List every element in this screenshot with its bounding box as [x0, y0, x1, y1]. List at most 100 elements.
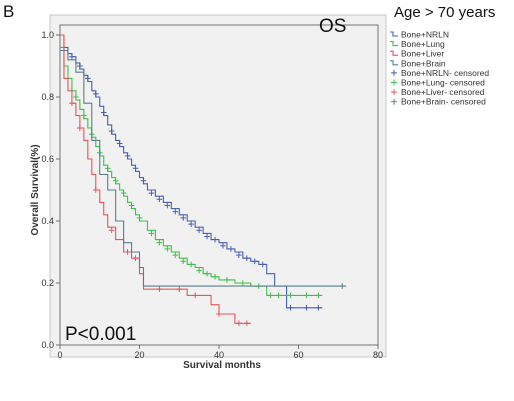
- censor-mark-bone-lung: [128, 202, 135, 209]
- censor-mark-bone-nrln: [259, 261, 266, 268]
- y-tick-label: 0.0: [41, 340, 54, 350]
- censor-mark-bone-lung: [81, 112, 87, 119]
- censor-mark-bone-lung: [196, 267, 202, 274]
- censor-mark-bone-liver: [124, 249, 131, 255]
- censor-mark-bone-liver: [156, 286, 163, 292]
- censor-mark-bone-liver: [244, 320, 250, 327]
- censor-mark-bone-nrln: [140, 177, 147, 184]
- legend-label: Bone+Brain- censored: [401, 97, 486, 107]
- panel-letter: B: [3, 2, 14, 21]
- age-subtitle: Age > 70 years: [394, 4, 495, 21]
- series-line-bone-liver: [60, 34, 251, 324]
- y-tick-label: 0.4: [41, 216, 54, 226]
- censor-mark-bone-nrln: [116, 140, 123, 147]
- censor-mark-bone-lung: [172, 252, 179, 258]
- x-tick-label: 20: [134, 350, 144, 360]
- series-layer: [60, 34, 347, 327]
- censor-mark-bone-nrln: [188, 221, 194, 227]
- censor-mark-bone-nrln: [204, 233, 210, 240]
- censor-mark-bone-nrln: [156, 196, 163, 203]
- censor-mark-bone-lung: [180, 258, 187, 265]
- censor-mark-bone-lung: [156, 239, 163, 246]
- censor-mark-bone-nrln: [244, 255, 250, 261]
- legend: Bone+NRLNBone+LungBone+LiverBone+BrainBo…: [390, 30, 489, 107]
- censor-mark-bone-lung: [204, 270, 210, 277]
- p-value: P<0.001: [65, 324, 136, 345]
- censor-mark-bone-lung: [224, 277, 230, 283]
- legend-label: Bone+Liver: [401, 49, 444, 59]
- censor-mark-bone-nrln: [180, 215, 187, 221]
- censor-mark-bone-lung: [120, 190, 127, 196]
- censor-mark-bone-nrln: [220, 243, 226, 249]
- censor-mark-bone-nrln: [69, 53, 75, 60]
- censor-mark-bone-nrln: [172, 208, 179, 215]
- legend-item: Bone+Brain: [390, 58, 446, 68]
- censor-mark-bone-nrln: [315, 305, 322, 311]
- censor-mark-bone-lung: [267, 292, 274, 299]
- censor-mark-bone-nrln: [108, 128, 115, 134]
- legend-line-swatch: [390, 41, 398, 47]
- os-label: OS: [319, 16, 346, 37]
- censor-mark-bone-nrln: [251, 258, 258, 265]
- legend-item: Bone+Liver: [390, 49, 444, 59]
- censor-mark-bone-nrln: [77, 63, 83, 69]
- censor-mark-bone-lung: [240, 280, 246, 286]
- censor-mark-bone-nrln: [164, 202, 171, 209]
- legend-label: Bone+NRLN: [401, 30, 449, 40]
- censor-mark-bone-liver: [192, 292, 198, 299]
- legend-label: Bone+Brain: [401, 58, 446, 68]
- censor-mark-bone-nrln: [236, 252, 242, 258]
- legend-item: Bone+Liver- censored: [391, 87, 485, 97]
- censor-mark-bone-lung: [303, 292, 310, 299]
- censor-mark-bone-lung: [73, 94, 79, 100]
- legend-line-swatch: [390, 60, 398, 66]
- x-axis-title: Survival months: [183, 360, 261, 371]
- censor-mark-bone-lung: [148, 230, 155, 237]
- y-axis: 0.0 0.2 0.4 0.6 0.8 1.0: [41, 30, 60, 350]
- x-tick-label: 60: [293, 350, 303, 360]
- censor-mark-bone-nrln: [132, 165, 139, 172]
- censor-mark-bone-nrln: [85, 75, 91, 82]
- y-tick-label: 0.8: [41, 92, 54, 102]
- x-tick-label: 80: [373, 350, 383, 360]
- legend-item: Bone+Lung- censored: [391, 78, 485, 88]
- x-axis: 0 20 40 60 80: [57, 345, 383, 360]
- censor-mark-bone-nrln: [287, 305, 294, 311]
- censor-mark-bone-nrln: [148, 190, 155, 196]
- censor-mark-bone-liver: [108, 227, 115, 234]
- y-tick-label: 0.6: [41, 154, 54, 164]
- legend-line-swatch: [390, 31, 398, 37]
- censor-mark-bone-lung: [104, 165, 111, 172]
- censor-mark-bone-nrln: [212, 236, 218, 243]
- censor-mark-bone-lung: [188, 261, 194, 268]
- x-tick-label: 40: [214, 350, 224, 360]
- censor-mark-bone-brain: [339, 283, 346, 289]
- censor-mark-bone-nrln: [228, 246, 234, 252]
- plot-area: [59, 24, 379, 346]
- legend-item: Bone+Lung: [390, 39, 445, 49]
- censor-mark-bone-nrln: [196, 227, 202, 234]
- censor-mark-bone-nrln: [100, 109, 107, 116]
- legend-label: Bone+Lung- censored: [401, 78, 485, 88]
- y-axis-title: Overall Survival(%): [30, 144, 41, 235]
- censor-mark-bone-liver: [92, 187, 99, 193]
- legend-item: Bone+NRLN: [390, 30, 449, 40]
- legend-item: Bone+Brain- censored: [391, 97, 486, 107]
- legend-label: Bone+Liver- censored: [401, 87, 485, 97]
- censor-mark-bone-lung: [315, 292, 322, 299]
- censor-mark-bone-liver: [176, 286, 183, 292]
- legend-label: Bone+NRLN- censored: [401, 68, 489, 78]
- legend-label: Bone+Lung: [401, 39, 445, 49]
- censor-mark-bone-lung: [136, 215, 143, 221]
- censor-mark-bone-lung: [275, 292, 282, 299]
- y-tick-label: 0.2: [41, 278, 54, 288]
- censor-mark-bone-liver: [77, 125, 83, 131]
- censor-mark-bone-lung: [287, 292, 294, 299]
- x-tick-label: 0: [57, 350, 62, 360]
- censor-mark-bone-liver: [216, 311, 222, 317]
- censor-mark-bone-lung: [212, 274, 218, 280]
- censor-mark-bone-lung: [112, 177, 119, 184]
- censor-mark-bone-nrln: [303, 305, 310, 311]
- legend-line-swatch: [390, 50, 398, 56]
